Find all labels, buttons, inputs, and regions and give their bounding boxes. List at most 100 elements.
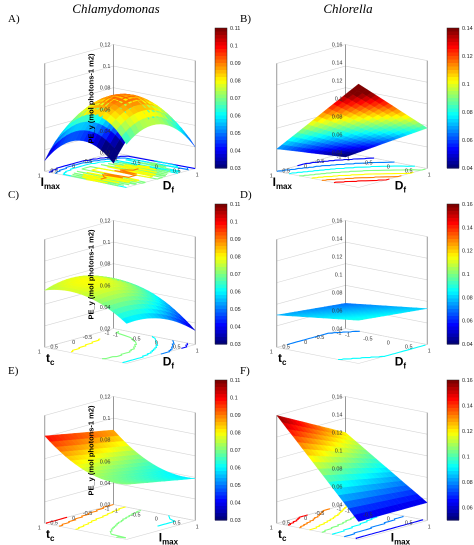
x-tick-label: -0.5 bbox=[83, 335, 92, 341]
surface-cell bbox=[276, 144, 287, 150]
colorbar-step bbox=[447, 35, 459, 40]
y-tick-label: 1 bbox=[428, 525, 431, 531]
y-tick-label: 1 bbox=[196, 349, 199, 355]
colorbar-tick-label: 0.04 bbox=[462, 342, 473, 348]
z-tick-label: 0.1 bbox=[335, 96, 343, 102]
colorbar-step bbox=[215, 270, 227, 275]
colorbar-step bbox=[447, 323, 459, 328]
colorbar-step bbox=[447, 56, 459, 61]
colorbar-step bbox=[447, 481, 459, 486]
grid-line bbox=[276, 65, 428, 86]
colorbar-step bbox=[215, 105, 227, 110]
colorbar-step bbox=[447, 129, 459, 134]
colorbar-step bbox=[215, 302, 227, 307]
colorbar-step bbox=[447, 204, 459, 209]
z-tick-label: 0.14 bbox=[332, 412, 343, 418]
colorbar-step bbox=[447, 49, 459, 54]
x-tick-label: 0.5 bbox=[50, 169, 58, 175]
colorbar-step bbox=[447, 387, 459, 392]
colorbar-step bbox=[215, 425, 227, 430]
colorbar-step bbox=[215, 221, 227, 226]
surface bbox=[44, 93, 196, 164]
colorbar-step bbox=[215, 136, 227, 141]
colorbar-step bbox=[447, 506, 459, 511]
colorbar-tick-label: 0.05 bbox=[230, 131, 241, 137]
z-tick-label: 0.08 bbox=[332, 466, 343, 472]
colorbar-step bbox=[447, 330, 459, 335]
colorbar-step bbox=[447, 59, 459, 64]
colorbar-step bbox=[447, 380, 459, 385]
colorbar-step bbox=[447, 390, 459, 395]
colorbar-step bbox=[215, 415, 227, 420]
colorbar-tick-label: 0.06 bbox=[230, 466, 241, 472]
contour-line bbox=[122, 335, 159, 364]
grid-line bbox=[44, 396, 196, 416]
colorbar-step bbox=[215, 150, 227, 155]
colorbar-tick-label: 0.04 bbox=[230, 325, 241, 331]
x-tick-label: 0.5 bbox=[282, 169, 290, 175]
colorbar-step bbox=[215, 59, 227, 64]
colorbar-step bbox=[447, 154, 459, 159]
y-tick-label: -1 bbox=[345, 156, 350, 162]
colorbar-tick-label: 0.06 bbox=[462, 319, 473, 325]
colorbar-step bbox=[215, 295, 227, 300]
colorbar-frame bbox=[446, 379, 460, 521]
colorbar-step bbox=[215, 436, 227, 441]
colorbar-step bbox=[215, 288, 227, 293]
panel-c: 0.02 0.04 0.06 0.08 0.1 0.12 1 0.5 0 -0.5 -1 -1 -0.5… bbox=[8, 189, 241, 370]
colorbar-step bbox=[215, 246, 227, 251]
z-tick-label: 0.06 bbox=[100, 107, 111, 113]
colorbar-step bbox=[215, 49, 227, 54]
colorbar-step bbox=[447, 94, 459, 99]
y-tick-label: 0 bbox=[387, 341, 390, 347]
colorbar-step bbox=[447, 246, 459, 251]
x-axis-label: tc bbox=[278, 351, 287, 367]
colorbar-step bbox=[447, 425, 459, 430]
y-tick-label: -1 bbox=[345, 332, 350, 338]
colorbar-step bbox=[215, 443, 227, 448]
surface bbox=[276, 415, 428, 522]
colorbar-tick-label: 0.06 bbox=[462, 505, 473, 511]
grid-line bbox=[276, 220, 428, 240]
colorbar-tick-label: 0.04 bbox=[230, 501, 241, 507]
colorbar-step bbox=[447, 502, 459, 507]
colorbar: 0.11 0.1 0.09 0.08 0.07 0.06 0.05 0.04 0.03 bbox=[214, 26, 241, 172]
contour-line bbox=[286, 330, 360, 346]
colorbar-step bbox=[447, 467, 459, 472]
colorbar-step bbox=[215, 380, 227, 385]
colorbar-step bbox=[447, 471, 459, 476]
z-tick-label: 0.08 bbox=[332, 114, 343, 120]
colorbar-step bbox=[447, 31, 459, 36]
column-title-left: Chlamydomonas bbox=[72, 1, 159, 16]
colorbar-step bbox=[215, 154, 227, 159]
colorbar-step bbox=[215, 87, 227, 92]
y-tick-label: 0.5 bbox=[173, 169, 181, 175]
colorbar-step bbox=[215, 404, 227, 409]
colorbar-tick-label: 0.16 bbox=[462, 378, 473, 384]
colorbar-step bbox=[447, 394, 459, 399]
colorbar-step bbox=[447, 443, 459, 448]
y-tick-label: -1 bbox=[113, 508, 118, 514]
contour-line bbox=[299, 168, 426, 177]
colorbar-step bbox=[447, 253, 459, 258]
x-tick-label: 0.5 bbox=[50, 521, 58, 527]
colorbar-step bbox=[447, 38, 459, 43]
colorbar-step bbox=[215, 253, 227, 258]
colorbar-step bbox=[447, 52, 459, 57]
surface-cell bbox=[44, 145, 55, 161]
colorbar: 0.14 0.12 0.1 0.08 0.06 0.04 bbox=[446, 26, 473, 172]
colorbar-step bbox=[215, 98, 227, 103]
contour-line bbox=[181, 342, 189, 349]
panel-label: A) bbox=[8, 13, 20, 25]
colorbar-tick-label: 0.07 bbox=[230, 272, 241, 278]
z-tick-label: 0.16 bbox=[332, 42, 343, 48]
colorbar-step bbox=[215, 45, 227, 50]
colorbar-step bbox=[447, 277, 459, 282]
colorbar-tick-label: 0.06 bbox=[230, 290, 241, 296]
colorbar-step bbox=[447, 218, 459, 223]
colorbar-step bbox=[215, 122, 227, 127]
z-tick-label: 0.08 bbox=[100, 86, 111, 92]
contour-line bbox=[338, 344, 426, 361]
colorbar-tick-label: 0.16 bbox=[462, 202, 473, 208]
colorbar-step bbox=[447, 249, 459, 254]
